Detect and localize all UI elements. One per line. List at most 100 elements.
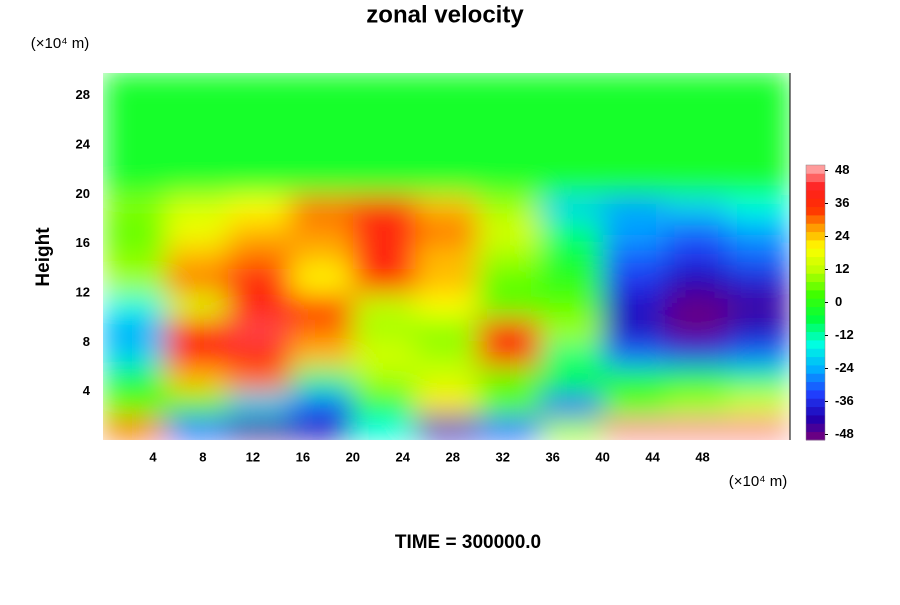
field-cell [540, 169, 604, 195]
field-cell [477, 243, 541, 269]
field-cell [477, 293, 541, 319]
field-cell [290, 95, 354, 121]
field-cell [415, 416, 479, 440]
field-cell [227, 342, 291, 368]
field-cell [227, 95, 291, 121]
field-cell [352, 293, 416, 319]
field-cell [540, 293, 604, 319]
field-cell [602, 293, 666, 319]
field-cell [165, 293, 229, 319]
field-cell [602, 73, 666, 97]
field-cell [290, 293, 354, 319]
field-cell [477, 194, 541, 220]
colorbar-band [806, 240, 825, 249]
field-cell [665, 342, 729, 368]
x-tick-label: 8 [199, 449, 206, 464]
field-cell [352, 391, 416, 417]
field-cell [727, 416, 790, 440]
field-cell [415, 120, 479, 146]
field-cell [727, 317, 790, 343]
field-cell [290, 317, 354, 343]
colorbar-band [806, 165, 825, 174]
field-cell [227, 317, 291, 343]
colorbar-band [806, 298, 825, 308]
field-cell [103, 391, 166, 417]
colorbar-tick-label: -48 [835, 426, 854, 441]
x-tick-label: 36 [545, 449, 559, 464]
field-cell [540, 219, 604, 245]
colorbar-band [806, 306, 825, 316]
field-cell [103, 342, 166, 368]
field-cell [602, 145, 666, 171]
field-cell [540, 367, 604, 393]
colorbar-band [806, 290, 825, 299]
field-cell [352, 367, 416, 393]
field-cell [665, 391, 729, 417]
field-cell [103, 243, 166, 269]
field-cell [227, 391, 291, 417]
field-cell [227, 169, 291, 195]
colorbar-band [806, 315, 825, 324]
field [103, 73, 790, 440]
field-cell [540, 73, 604, 97]
field-cell [665, 367, 729, 393]
field-cell [477, 317, 541, 343]
field-cell [103, 293, 166, 319]
colorbar-band [806, 215, 825, 224]
colorbar-band [806, 181, 825, 191]
y-tick-label: 24 [76, 136, 91, 151]
field-cell [415, 391, 479, 417]
field-cell [165, 416, 229, 440]
field-cell [540, 194, 604, 220]
field-cell [165, 342, 229, 368]
field-cell [352, 95, 416, 121]
colorbar-tick-label: -12 [835, 327, 854, 342]
field-cell [290, 194, 354, 220]
x-tick-label: 16 [296, 449, 310, 464]
x-tick-label: 4 [149, 449, 157, 464]
field-cell [103, 95, 166, 121]
field-cell [602, 243, 666, 269]
field-cell [352, 243, 416, 269]
colorbar-band [806, 406, 825, 416]
field-cell [165, 243, 229, 269]
field-cell [290, 120, 354, 146]
field-cell [290, 268, 354, 294]
x-tick-label: 48 [695, 449, 709, 464]
field-cell [665, 120, 729, 146]
field-cell [477, 145, 541, 171]
field-cell [165, 268, 229, 294]
field-cell [665, 293, 729, 319]
field-cell [227, 416, 291, 440]
colorbar-band [806, 273, 825, 283]
field-cell [727, 391, 790, 417]
field-cell [477, 73, 541, 97]
field-cell [290, 342, 354, 368]
field-cell [540, 145, 604, 171]
field-cell [540, 120, 604, 146]
field-cell [290, 219, 354, 245]
colorbar-band [806, 423, 825, 433]
field-cell [415, 194, 479, 220]
field-cell [165, 145, 229, 171]
field-cell [290, 367, 354, 393]
field-cell [103, 73, 166, 97]
field-cell [352, 194, 416, 220]
field-cell [415, 268, 479, 294]
chart-title: zonal velocity [366, 1, 524, 28]
field-cell [415, 293, 479, 319]
colorbar-band [806, 323, 825, 333]
field-cell [477, 367, 541, 393]
y-tick-label: 28 [76, 87, 90, 102]
field-cell [727, 169, 790, 195]
field-cell [415, 145, 479, 171]
field-cell [290, 243, 354, 269]
colorbar-tick-label: -24 [835, 360, 855, 375]
field-cell [165, 73, 229, 97]
field-cell [727, 145, 790, 171]
y-tick-label: 20 [76, 186, 90, 201]
colorbar-band [806, 173, 825, 183]
colorbar-band [806, 365, 825, 374]
field-cell [415, 243, 479, 269]
colorbar-band [806, 248, 825, 258]
